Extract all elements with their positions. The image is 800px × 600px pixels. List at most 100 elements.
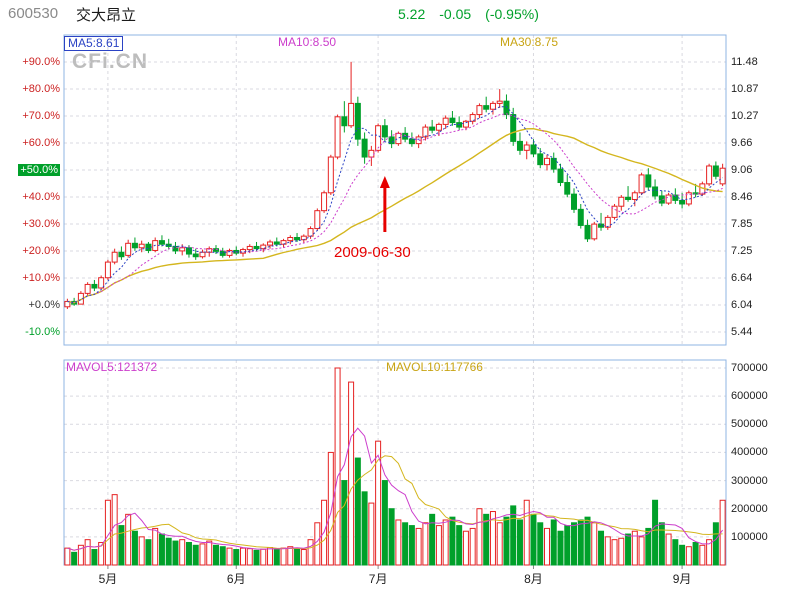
candle-body — [530, 144, 537, 155]
candle-body — [219, 250, 226, 256]
volume-bar — [199, 543, 206, 566]
volume-bar — [598, 530, 605, 566]
candle-body — [510, 114, 517, 142]
candle-body — [334, 116, 341, 158]
candle-body — [537, 153, 544, 166]
volume-bar — [564, 525, 571, 566]
candle-body — [321, 192, 328, 212]
volume-bar — [469, 527, 476, 566]
volume-bar — [348, 381, 355, 566]
candle-body — [260, 244, 267, 250]
candle-body — [179, 247, 186, 252]
candle-body — [368, 149, 375, 158]
volume-bar — [422, 522, 429, 566]
volume-bar — [618, 537, 625, 566]
volume-bar — [131, 530, 138, 566]
ma30-line — [67, 127, 723, 304]
volume-bar — [267, 547, 274, 566]
stock-code: 600530 — [8, 5, 59, 22]
candle-body — [388, 136, 395, 145]
volume-bar — [516, 519, 523, 566]
annotation-arrowhead — [379, 176, 390, 188]
candle-body — [449, 117, 456, 124]
candle-body — [267, 241, 274, 246]
candle-body — [111, 251, 118, 263]
candle-body — [719, 167, 726, 185]
volume-bar — [408, 525, 415, 566]
candle-body — [212, 248, 219, 252]
stock-quote: 5.22 -0.05 (-0.95%) — [398, 6, 553, 22]
candle-body — [685, 192, 692, 205]
candle-body — [645, 174, 652, 188]
candle-body — [226, 249, 233, 256]
volume-bar — [233, 549, 240, 566]
volume-bar — [158, 533, 165, 566]
volume-bar — [152, 527, 159, 566]
volume-bar — [294, 547, 301, 566]
volume-bar — [496, 522, 503, 566]
volume-bar — [375, 440, 382, 566]
candle-body — [192, 253, 199, 258]
volume-bar — [192, 544, 199, 566]
candle-body — [138, 243, 145, 249]
candle-body — [584, 224, 591, 240]
candle-body — [469, 114, 476, 122]
volume-bar — [685, 546, 692, 566]
candle-body — [489, 102, 496, 110]
candle-body — [543, 157, 550, 166]
candle-body — [496, 100, 503, 104]
volume-bar — [591, 522, 598, 566]
volume-bar — [226, 547, 233, 566]
volume-bar — [631, 530, 638, 566]
volume-bar — [327, 451, 334, 566]
volume-bar — [307, 539, 314, 566]
candle-body — [246, 245, 253, 251]
candle-body — [712, 165, 719, 177]
candle-body — [415, 136, 422, 145]
candle-body — [84, 283, 91, 294]
candle-body — [564, 182, 571, 195]
candle-body — [91, 283, 98, 289]
candle-body — [591, 223, 598, 240]
candle-body — [611, 205, 618, 218]
volume-bar — [341, 480, 348, 566]
candle-body — [631, 192, 638, 201]
candle-body — [706, 165, 713, 185]
volume-bar — [138, 536, 145, 566]
candle-body — [435, 123, 442, 131]
candle-body — [679, 199, 686, 205]
candle-body — [422, 126, 429, 138]
volume-bar — [273, 548, 280, 566]
volume-bar — [91, 549, 98, 566]
candle-body — [550, 157, 557, 170]
volume-bar — [449, 516, 456, 566]
volume-bar — [483, 513, 490, 566]
volume-bar — [287, 546, 294, 566]
volume-bar — [429, 513, 436, 566]
volume-bar — [395, 519, 402, 566]
volume-bar — [503, 516, 510, 566]
volume-bar — [314, 522, 321, 566]
candle-body — [131, 242, 138, 249]
volume-bar — [165, 537, 172, 566]
volume-bar — [125, 513, 132, 566]
volume-bar — [462, 530, 469, 566]
candle-body — [658, 195, 665, 204]
candle-body — [408, 138, 415, 145]
volume-bar — [652, 499, 659, 566]
candle-body — [516, 140, 523, 151]
volume-bar — [64, 547, 71, 566]
volume-bar — [77, 544, 84, 566]
candle-body — [557, 168, 564, 184]
volume-bar — [625, 533, 632, 566]
volume-bar — [645, 527, 652, 566]
volume-bar — [489, 511, 496, 566]
candle-body — [125, 242, 132, 256]
cfi-watermark-logo: CFi.CN — [72, 50, 148, 73]
candle-body — [354, 102, 361, 140]
volume-bar — [442, 519, 449, 566]
volume-bar — [388, 508, 395, 566]
candle-body — [158, 240, 165, 245]
mavol5-line — [67, 427, 724, 551]
